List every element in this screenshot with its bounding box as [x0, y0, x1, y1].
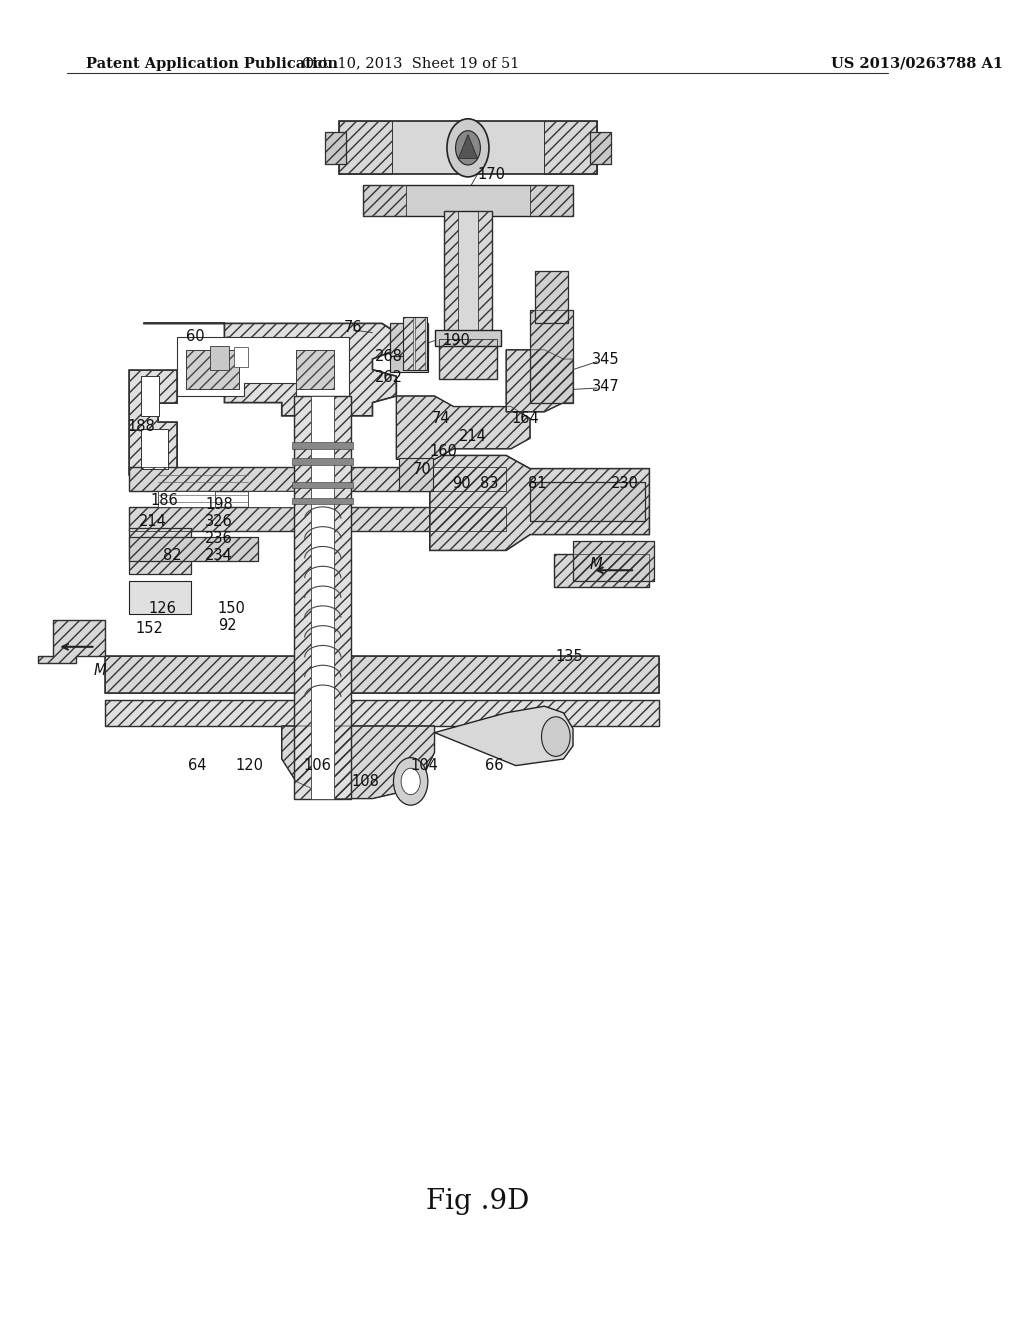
FancyBboxPatch shape [530, 482, 645, 521]
FancyBboxPatch shape [129, 467, 506, 491]
FancyBboxPatch shape [590, 132, 611, 164]
FancyBboxPatch shape [210, 346, 229, 370]
Text: 126: 126 [148, 601, 176, 616]
FancyBboxPatch shape [234, 347, 248, 367]
Text: 90: 90 [452, 475, 470, 491]
Text: 120: 120 [236, 758, 264, 774]
FancyBboxPatch shape [292, 458, 353, 465]
Text: 347: 347 [592, 379, 620, 395]
Text: 81: 81 [528, 475, 547, 491]
Polygon shape [459, 135, 477, 158]
Polygon shape [554, 554, 649, 587]
Text: Oct. 10, 2013  Sheet 19 of 51: Oct. 10, 2013 Sheet 19 of 51 [302, 57, 519, 71]
FancyBboxPatch shape [444, 211, 492, 339]
Text: 152: 152 [135, 620, 164, 636]
Text: 66: 66 [485, 758, 504, 774]
FancyBboxPatch shape [105, 656, 659, 693]
Text: US 2013/0263788 A1: US 2013/0263788 A1 [830, 57, 1004, 71]
Text: 104: 104 [411, 758, 438, 774]
FancyBboxPatch shape [403, 317, 427, 370]
FancyBboxPatch shape [141, 429, 168, 469]
Text: 214: 214 [138, 513, 166, 529]
Text: Fig .9D: Fig .9D [426, 1188, 529, 1214]
Text: 92: 92 [218, 618, 237, 634]
Text: 83: 83 [480, 475, 499, 491]
Polygon shape [38, 620, 105, 663]
Polygon shape [430, 455, 649, 550]
Polygon shape [434, 706, 573, 766]
Text: 236: 236 [206, 531, 233, 546]
Polygon shape [396, 396, 530, 459]
Circle shape [446, 119, 489, 177]
Text: 170: 170 [477, 166, 506, 182]
Text: 135: 135 [556, 648, 584, 664]
FancyBboxPatch shape [141, 376, 159, 416]
Text: 198: 198 [206, 496, 233, 512]
Circle shape [393, 758, 428, 805]
FancyBboxPatch shape [530, 310, 573, 403]
Text: 74: 74 [432, 411, 451, 426]
Text: 160: 160 [430, 444, 458, 459]
Text: 345: 345 [592, 351, 620, 367]
Polygon shape [506, 350, 573, 412]
Text: 214: 214 [459, 429, 486, 445]
Circle shape [401, 768, 420, 795]
Text: 150: 150 [218, 601, 246, 616]
Text: 70: 70 [413, 462, 431, 478]
Text: 190: 190 [442, 333, 470, 348]
Text: 60: 60 [186, 329, 205, 345]
Text: 188: 188 [127, 418, 155, 434]
FancyBboxPatch shape [399, 458, 432, 491]
Text: 268: 268 [376, 348, 403, 364]
FancyBboxPatch shape [296, 350, 334, 389]
FancyBboxPatch shape [439, 339, 497, 379]
FancyBboxPatch shape [186, 350, 239, 389]
FancyBboxPatch shape [573, 541, 654, 581]
Text: 108: 108 [351, 774, 379, 789]
FancyBboxPatch shape [339, 121, 597, 174]
FancyBboxPatch shape [362, 185, 573, 216]
Text: 326: 326 [206, 513, 233, 529]
FancyBboxPatch shape [325, 132, 346, 164]
FancyBboxPatch shape [535, 271, 568, 323]
FancyBboxPatch shape [434, 330, 502, 346]
FancyBboxPatch shape [129, 507, 506, 531]
FancyBboxPatch shape [292, 498, 353, 504]
FancyBboxPatch shape [248, 491, 305, 507]
Polygon shape [177, 337, 348, 396]
Text: M: M [93, 663, 106, 678]
FancyBboxPatch shape [292, 442, 353, 449]
Text: 164: 164 [511, 411, 539, 426]
FancyBboxPatch shape [292, 482, 353, 488]
Polygon shape [143, 323, 396, 416]
FancyBboxPatch shape [390, 323, 428, 356]
Text: 262: 262 [376, 370, 403, 385]
FancyBboxPatch shape [311, 396, 334, 799]
Text: M: M [589, 557, 602, 573]
FancyBboxPatch shape [158, 491, 215, 507]
Text: 82: 82 [163, 548, 181, 564]
Polygon shape [282, 726, 434, 799]
Circle shape [456, 131, 480, 165]
FancyBboxPatch shape [105, 700, 659, 726]
Text: 64: 64 [188, 758, 207, 774]
Circle shape [542, 717, 570, 756]
Text: 106: 106 [304, 758, 332, 774]
Text: 186: 186 [150, 492, 178, 508]
FancyBboxPatch shape [129, 528, 191, 574]
Text: Patent Application Publication: Patent Application Publication [86, 57, 338, 71]
FancyBboxPatch shape [129, 537, 258, 561]
Text: 76: 76 [344, 319, 362, 335]
Text: 230: 230 [611, 475, 639, 491]
Text: 234: 234 [206, 548, 233, 564]
Polygon shape [129, 370, 177, 475]
FancyBboxPatch shape [390, 356, 428, 372]
FancyBboxPatch shape [294, 396, 351, 799]
FancyBboxPatch shape [129, 581, 191, 614]
